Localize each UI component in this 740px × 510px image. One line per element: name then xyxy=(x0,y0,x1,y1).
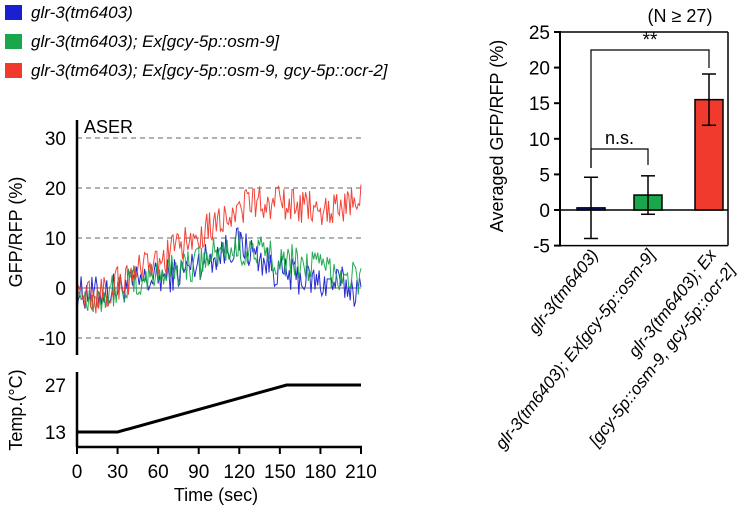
time-x-tick-5: 150 xyxy=(264,462,296,483)
time-x-tick-7: 210 xyxy=(345,462,377,483)
time-x-tick-0: 0 xyxy=(72,462,83,483)
time-x-tick-4: 120 xyxy=(223,462,255,483)
legend-label-2: glr-3(tm6403); Ex[gcy-5p::osm-9, gcy-5p:… xyxy=(31,61,389,80)
temperature-axes: 27 13 0 30 60 90 120 150 180 210 xyxy=(45,372,377,483)
temperature-y-axis-label: Temp.(°C) xyxy=(6,369,26,450)
significance-bracket-0 xyxy=(590,148,649,168)
bar-y-tick-3: 10 xyxy=(529,130,550,151)
temperature-panel: 27 13 0 30 60 90 120 150 180 210 Temp.(°C) Time (… xyxy=(6,369,377,505)
sample-size-note: (N ≥ 27) xyxy=(648,6,713,26)
trace-gridlines xyxy=(77,137,361,339)
trace-series-2 xyxy=(76,184,362,314)
time-x-tick-3: 90 xyxy=(188,462,209,483)
trace-panel-title: ASER xyxy=(84,117,133,137)
significance-label-0: n.s. xyxy=(605,128,634,148)
trace-y-tick-3: 0 xyxy=(55,279,66,300)
bar-category-line-2-1: [gcy-5p::osm-9, gcy-5p::ocr-2] xyxy=(585,260,740,451)
bar-y-axis-label: Averaged GFP/RFP (%) xyxy=(487,40,507,232)
gfp-rfp-trace-panel: ASER 30 20 10 0 -10 GFP/RFP (%) xyxy=(6,117,362,355)
trace-y-tick-0: 30 xyxy=(45,129,66,150)
bar-y-tick-1: 20 xyxy=(529,59,550,80)
temperature-y-tick-0: 27 xyxy=(45,376,66,397)
bar-axes: 25 20 15 10 5 0 -5 xyxy=(529,23,729,258)
trace-y-axis-label: GFP/RFP (%) xyxy=(6,177,26,288)
legend: glr-3(tm6403)glr-3(tm6403); Ex[gcy-5p::o… xyxy=(5,3,389,80)
trace-series-0 xyxy=(76,227,362,311)
time-x-tick-6: 180 xyxy=(305,462,337,483)
legend-swatch-2 xyxy=(5,63,22,78)
bar-marks xyxy=(576,73,724,240)
trace-y-tick-2: 10 xyxy=(45,229,66,250)
bar-category-labels: glr-3(tm6403)glr-3(tm6403); Ex[gcy-5p::o… xyxy=(491,245,739,453)
significance-brackets: n.s. ** xyxy=(590,30,710,168)
trace-y-tick-4: -10 xyxy=(39,329,66,350)
bar-y-tick-5: 0 xyxy=(539,201,550,222)
bar-category-label-2: glr-3(tm6403); Ex[gcy-5p::osm-9, gcy-5p:… xyxy=(585,245,740,451)
bar-y-tick-2: 15 xyxy=(529,94,550,115)
temperature-line xyxy=(77,383,361,434)
time-x-tick-2: 60 xyxy=(148,462,169,483)
time-x-tick-1: 30 xyxy=(107,462,128,483)
time-axis-label: Time (sec) xyxy=(174,485,258,505)
trace-series xyxy=(76,184,362,314)
bar-y-tick-0: 25 xyxy=(529,23,550,44)
trace-y-axis: 30 20 10 0 -10 xyxy=(39,120,79,355)
temperature-series xyxy=(77,383,361,434)
legend-swatch-0 xyxy=(5,5,22,20)
significance-bracket-1 xyxy=(590,49,710,168)
trace-series-1 xyxy=(76,231,362,313)
significance-label-1: ** xyxy=(643,30,658,51)
trace-y-tick-1: 20 xyxy=(45,179,66,200)
averaged-bar-chart: (N ≥ 27) Averaged GFP/RFP (%) 25 20 15 10 5 0… xyxy=(487,6,740,453)
legend-swatch-1 xyxy=(5,34,22,49)
legend-label-0: glr-3(tm6403) xyxy=(31,3,133,22)
legend-label-1: glr-3(tm6403); Ex[gcy-5p::osm-9] xyxy=(31,32,280,51)
temperature-y-tick-1: 13 xyxy=(45,423,66,444)
bar-y-tick-6: -5 xyxy=(533,237,550,258)
bar-y-tick-4: 5 xyxy=(539,165,550,186)
